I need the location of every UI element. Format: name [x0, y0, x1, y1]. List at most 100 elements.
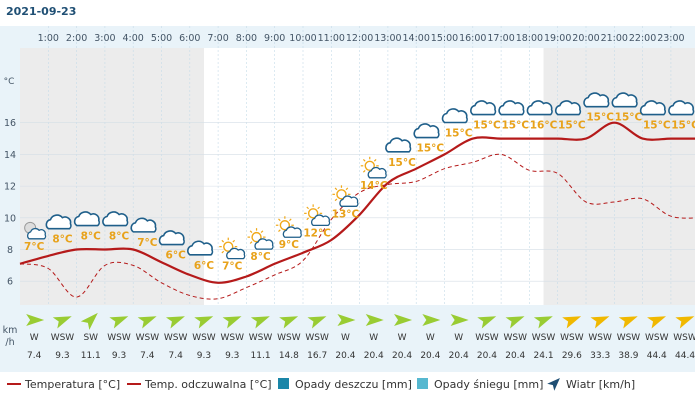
- sun-disc: [251, 231, 262, 243]
- hour-tick-label: 17:00: [487, 33, 514, 44]
- cloud-icon: [102, 211, 129, 227]
- wind-arrow-icon: [562, 316, 582, 329]
- sun-ray: [260, 230, 264, 233]
- wind-direction: WSW: [277, 333, 301, 343]
- hour-tick-label: 22:00: [629, 33, 656, 44]
- cloud-icon: [498, 100, 525, 116]
- wind-speed: 44.4: [675, 351, 695, 361]
- sun-disc: [279, 220, 291, 231]
- cloud-icon: [45, 214, 72, 230]
- hour-tick-label: 12:00: [346, 33, 373, 44]
- wind-direction: WSW: [107, 333, 131, 343]
- cloud-icon: [639, 100, 666, 116]
- y-axis-band: [0, 26, 20, 306]
- wind-direction: W: [341, 333, 350, 343]
- wind-arrow-icon: [422, 314, 441, 326]
- cloud-icon: [413, 123, 440, 139]
- wind-arrow-icon: [80, 312, 98, 330]
- cloud-shape: [639, 100, 666, 116]
- temperature-label: 7°C: [137, 237, 158, 249]
- cloud-shape: [554, 100, 582, 116]
- legend-wind: Wiatr [km/h]: [566, 378, 635, 391]
- cloud-shape: [498, 100, 525, 116]
- hour-tick-label: 4:00: [123, 33, 144, 44]
- wind-arrow-icon: [194, 316, 214, 329]
- wind-arrow-icon: [618, 316, 638, 329]
- legend-snow: Opady śniegu [mm]: [434, 378, 543, 391]
- hour-tick-label: 1:00: [38, 33, 59, 44]
- temperature-label: 15°C: [671, 120, 695, 132]
- legend-wind-icon: [547, 378, 560, 391]
- wind-speed: 9.3: [197, 351, 211, 361]
- temperature-label: 7°C: [24, 241, 45, 253]
- wind-arrow-shape: [562, 316, 582, 329]
- wind-arrow-icon: [109, 316, 129, 329]
- sun-ray: [249, 230, 253, 233]
- wind-unit-label-top: km: [3, 325, 18, 336]
- cloud-shape: [73, 211, 100, 227]
- cloud-shape: [668, 100, 695, 116]
- hour-tick-label: 23:00: [657, 33, 684, 44]
- wind-arrow-shape: [26, 314, 45, 326]
- wind-unit-label-bottom: /h: [5, 337, 14, 348]
- cloud-shape: [526, 100, 553, 116]
- wind-speed: 33.3: [590, 351, 610, 361]
- wind-arrow-shape: [137, 316, 157, 329]
- wind-arrow-icon: [675, 316, 695, 329]
- wind-direction: WSW: [164, 333, 188, 343]
- wind-speed: 20.4: [477, 351, 497, 361]
- temperature-label: 15°C: [388, 157, 416, 169]
- temperature-label: 15°C: [643, 120, 671, 132]
- wind-direction: WSW: [588, 333, 612, 343]
- cloud-shape: [611, 92, 638, 108]
- cloud-icon: [554, 100, 582, 116]
- wind-arrow-shape: [618, 316, 638, 329]
- wind-arrow-shape: [279, 316, 299, 329]
- wind-arrow-shape: [222, 316, 242, 329]
- wind-direction: WSW: [475, 333, 499, 343]
- wind-arrow-icon: [307, 316, 327, 329]
- cloud-shape: [470, 100, 497, 116]
- wind-arrow-icon: [137, 316, 157, 329]
- wind-arrow-icon: [337, 314, 356, 326]
- hour-tick-label: 9:00: [264, 33, 285, 44]
- wind-speed: 11.1: [81, 351, 101, 361]
- wind-direction: WSW: [249, 333, 273, 343]
- cloud-shape: [254, 238, 274, 250]
- wind-arrow-icon: [477, 316, 497, 329]
- cloud-shape: [441, 108, 468, 124]
- hour-tick-label: 13:00: [374, 33, 401, 44]
- wind-direction: WSW: [136, 333, 160, 343]
- cloud-icon: [130, 217, 157, 233]
- wind-speed: 20.4: [505, 351, 525, 361]
- wind-arrow-icon: [450, 314, 469, 326]
- wind-direction: WSW: [220, 333, 244, 343]
- wind-arrow-shape: [307, 316, 327, 329]
- wind-arrow-icon: [250, 316, 270, 329]
- night-shading: [543, 48, 695, 305]
- wind-arrow-icon: [590, 316, 610, 329]
- sun-ray: [221, 239, 225, 243]
- wind-speed: 20.4: [392, 351, 412, 361]
- sun-ray: [362, 159, 366, 162]
- cloud-icon: [385, 137, 412, 153]
- wind-arrow-icon: [505, 316, 525, 329]
- sun-cloud-icon: [360, 156, 387, 179]
- sun-ray: [278, 229, 281, 233]
- hour-tick-label: 2:00: [66, 33, 87, 44]
- hour-tick-label: 21:00: [601, 33, 628, 44]
- cloud-icon: [668, 100, 695, 116]
- hour-tick-label: 19:00: [544, 33, 571, 44]
- sun-disc: [364, 160, 375, 172]
- temperature-label: 16°C: [530, 120, 558, 132]
- cloud-shape: [130, 217, 157, 233]
- sun-cloud-icon: [304, 204, 331, 227]
- wind-direction: W: [30, 333, 39, 343]
- wind-direction: SW: [83, 333, 98, 343]
- cloud-shape: [385, 137, 412, 153]
- wind-band: [0, 305, 695, 372]
- cloud-shape: [158, 230, 185, 246]
- wind-arrow-shape: [250, 316, 270, 329]
- sun-cloud-icon: [247, 228, 274, 250]
